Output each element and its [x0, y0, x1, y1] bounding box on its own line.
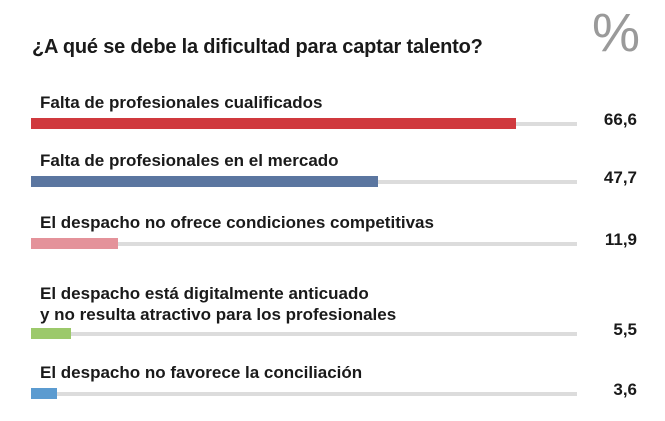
bar-label: Falta de profesionales cualificados: [40, 93, 323, 112]
bar-label: El despacho no favorece la conciliación: [40, 363, 363, 382]
bar: [31, 118, 516, 129]
bar: [31, 328, 71, 339]
bar-value-label: 11,9: [604, 230, 637, 249]
bar-track: [31, 242, 577, 246]
bar-label: El despacho está digitalmente anticuado …: [40, 284, 397, 324]
bar-track: [31, 392, 577, 396]
bar: [31, 388, 57, 399]
bar-value-label: 5,5: [613, 320, 637, 339]
bar: [31, 238, 118, 249]
bar-label: Falta de profesionales en el mercado: [40, 151, 339, 170]
bar-value-label: 3,6: [613, 380, 637, 399]
percent-unit-label: %: [592, 3, 641, 63]
chart-title: ¿A qué se debe la dificultad para captar…: [32, 36, 483, 58]
bar-value-label: 47,7: [603, 168, 637, 187]
bar-label: El despacho no ofrece condiciones compet…: [40, 213, 434, 232]
bar-track: [31, 332, 577, 336]
bar: [31, 176, 378, 187]
bar-value-label: 66,6: [603, 110, 637, 129]
